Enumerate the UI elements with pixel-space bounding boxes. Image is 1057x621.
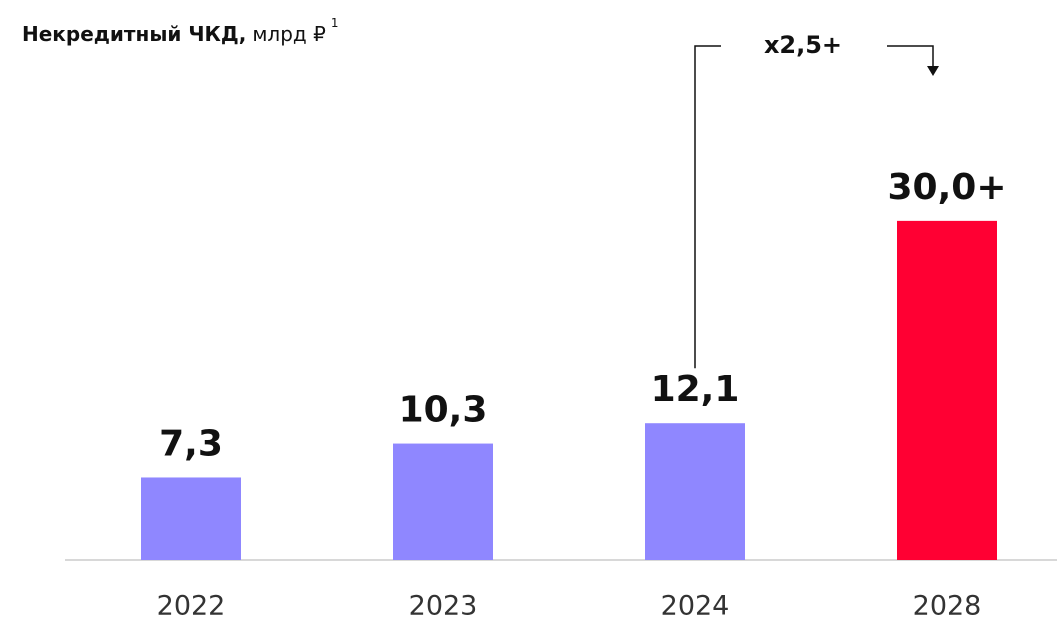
chart-title: Некредитный ЧКД, млрд ₽ 1 bbox=[22, 16, 338, 46]
bracket-left bbox=[694, 45, 721, 369]
x-tick-label: 2028 bbox=[913, 591, 982, 621]
x-tick-label: 2022 bbox=[157, 591, 226, 621]
bracket-right bbox=[887, 45, 934, 68]
bar bbox=[897, 220, 997, 560]
bar bbox=[393, 443, 493, 560]
footnote: 1 bbox=[331, 16, 339, 30]
title: Некредитный ЧКД, bbox=[22, 22, 246, 46]
x-tick-label: 2024 bbox=[661, 591, 730, 621]
arrow-head bbox=[927, 66, 939, 76]
unit: млрд ₽ bbox=[252, 22, 326, 46]
annotation: x2,5+ bbox=[764, 31, 842, 59]
bar bbox=[645, 423, 745, 560]
bar bbox=[141, 477, 241, 560]
data-label: 10,3 bbox=[399, 390, 488, 431]
data-label: 7,3 bbox=[159, 423, 223, 464]
x-tick-label: 2023 bbox=[409, 591, 478, 621]
data-label: 12,1 bbox=[651, 369, 740, 410]
data-label: 30,0+ bbox=[888, 167, 1007, 208]
